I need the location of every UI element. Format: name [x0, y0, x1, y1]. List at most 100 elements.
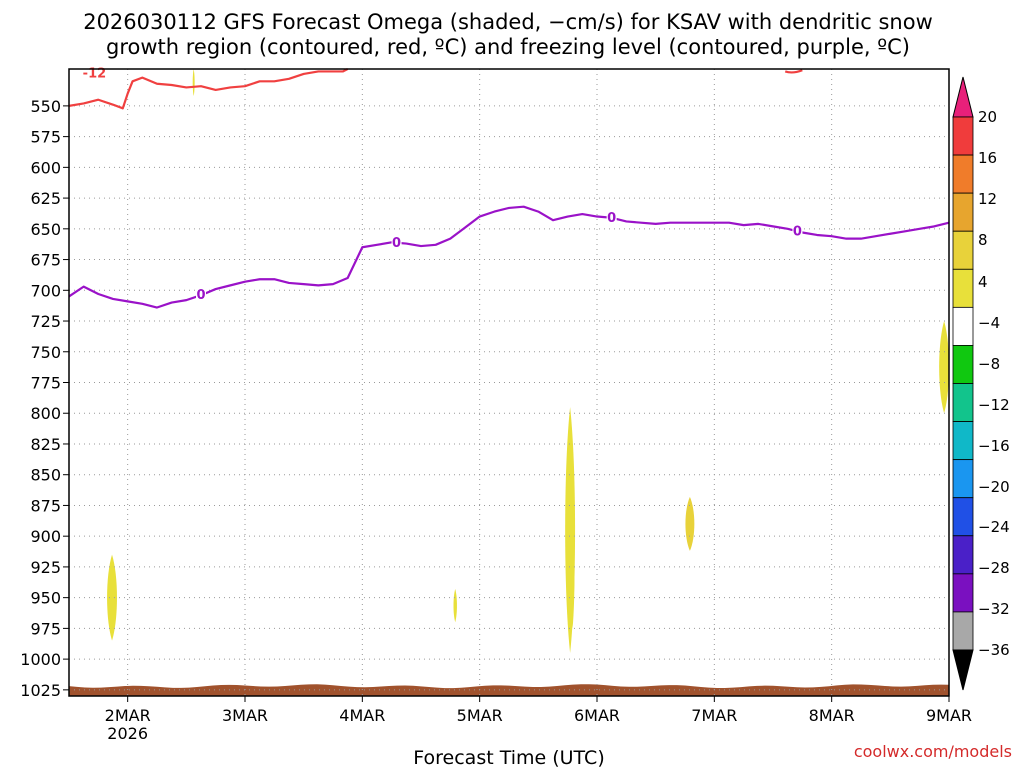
dgz-contour-label: -12 [83, 66, 107, 81]
y-tick-label-5: 675 [30, 251, 61, 270]
y-tick-label-7: 725 [30, 312, 61, 331]
colorbar-top-arrow [952, 76, 974, 118]
omega-area-9 [345, 69, 350, 82]
freezing-level-label-3: 0 [793, 224, 802, 239]
y-tick-label-18: 1000 [20, 650, 61, 669]
freezing-label-bg-0 [196, 287, 206, 302]
dgz-contour-line [68, 68, 349, 110]
colorbar-label-7: −12 [978, 396, 1010, 414]
x-tick-sublabel-0: 2026 [107, 724, 148, 743]
omega-area-22 [805, 450, 819, 592]
omega-area-25 [943, 354, 949, 401]
colorbar-label-1: 16 [978, 149, 997, 167]
plot-grid [69, 69, 950, 696]
x-tick-label-4: 6MAR [574, 706, 620, 725]
omega-area-16 [590, 103, 599, 189]
colorbar-label-12: −32 [978, 600, 1010, 618]
colorbar-swatch-5 [952, 306, 974, 346]
x-tick-label-5: 7MAR [691, 706, 737, 725]
omega-area-5 [173, 265, 176, 344]
colorbar-label-9: −20 [978, 478, 1010, 496]
omega-area-7 [217, 526, 234, 617]
y-tick-label-1: 575 [30, 128, 61, 147]
x-tick-label-2: 4MAR [339, 706, 385, 725]
omega-area-1 [81, 69, 86, 175]
y-tick-label-0: 550 [30, 97, 61, 116]
y-tick-label-9: 775 [30, 374, 61, 393]
x-tick-label-0: 2MAR [105, 706, 151, 725]
y-tick-label-6: 700 [30, 281, 61, 300]
site-credit: coolwx.com/models [854, 742, 1012, 761]
chart-title-line-2: growth region (contoured, red, ºC) and f… [106, 35, 910, 59]
y-tick-label-3: 625 [30, 189, 61, 208]
colorbar-swatch-3 [952, 230, 974, 270]
colorbar-swatch-2 [952, 192, 974, 232]
colorbar-label-10: −24 [978, 518, 1010, 536]
omega-area-10 [327, 496, 349, 653]
y-tick-label-17: 975 [30, 619, 61, 638]
omega-area-21 [685, 496, 695, 551]
x-axis-label: Forecast Time (UTC) [413, 747, 604, 768]
x-tick-label-7: 9MAR [926, 706, 972, 725]
y-tick-label-14: 900 [30, 527, 61, 546]
y-tick-label-8: 750 [30, 343, 61, 362]
y-axis-ticks: 550 575 600 625 650 675 700 725 750 775 800 825 850 8… [20, 97, 69, 700]
dgz-contour-fragment [784, 69, 803, 74]
colorbar-bottom-arrow [952, 649, 974, 691]
omega-area-0 [74, 198, 79, 528]
omega-area-19 [645, 585, 649, 635]
colorbar-label-6: −8 [978, 355, 1000, 373]
freezing-label-bg-2 [606, 209, 617, 224]
chart-title-line-1: 2026030112 GFS Forecast Omega (shaded, −… [83, 10, 933, 34]
freezing-label-bg-3 [792, 223, 803, 238]
colorbar-label-3: 8 [978, 231, 988, 249]
y-tick-label-12: 850 [30, 466, 61, 485]
colorbar-label-13: −36 [978, 641, 1010, 659]
omega-area-8 [332, 69, 338, 100]
colorbar-swatch-1 [952, 154, 974, 194]
colorbar-swatch-12 [952, 573, 974, 613]
omega-area-23 [923, 382, 936, 580]
x-tick-label-3: 5MAR [457, 706, 503, 725]
colorbar-swatch-4 [952, 268, 974, 308]
omega-area-6 [192, 69, 195, 97]
y-tick-label-11: 825 [30, 435, 61, 454]
omega-area-12 [453, 589, 457, 623]
omega-area-14 [570, 511, 575, 629]
y-tick-label-4: 650 [30, 220, 61, 239]
contour-lines: 0 0 0 0 -12 [68, 66, 950, 309]
colorbar-label-11: −28 [978, 559, 1010, 577]
colorbar-swatch-10 [952, 497, 974, 537]
y-tick-label-2: 600 [30, 158, 61, 177]
x-tick-label-1: 3MAR [222, 706, 268, 725]
y-tick-label-16: 950 [30, 589, 61, 608]
colorbar-swatch-8 [952, 421, 974, 461]
omega-area-18 [641, 321, 651, 387]
omega-area-11 [467, 484, 480, 617]
colorbar-swatch-13 [952, 611, 974, 651]
omega-area-4 [149, 179, 154, 534]
omega-shading [74, 69, 950, 653]
colorbar-label-2: 12 [978, 190, 997, 208]
freezing-level-label-1: 0 [392, 236, 401, 251]
freezing-label-bg-1 [391, 234, 402, 249]
colorbar-swatch-11 [952, 535, 974, 575]
x-tick-label-6: 8MAR [809, 706, 855, 725]
colorbar-swatch-9 [952, 459, 974, 499]
y-tick-label-13: 875 [30, 496, 61, 515]
colorbar-label-5: −4 [978, 314, 1000, 332]
colorbar-label-8: −16 [978, 437, 1010, 455]
colorbar-label-4: 4 [978, 273, 988, 291]
y-tick-label-19: 1025 [20, 681, 61, 700]
colorbar-swatch-0 [952, 116, 974, 156]
colorbar-swatch-6 [952, 345, 974, 384]
omega-area-17 [625, 370, 628, 389]
omega-area-3 [107, 554, 117, 641]
omega-area-2 [84, 290, 88, 377]
y-tick-label-10: 800 [30, 404, 61, 423]
freezing-level-label-0: 0 [196, 288, 205, 303]
y-tick-label-15: 925 [30, 558, 61, 577]
colorbar: 20 16 12 8 4 −4 −8 −12 −16 −20 −24 −28 −32 −36 [952, 76, 1010, 691]
